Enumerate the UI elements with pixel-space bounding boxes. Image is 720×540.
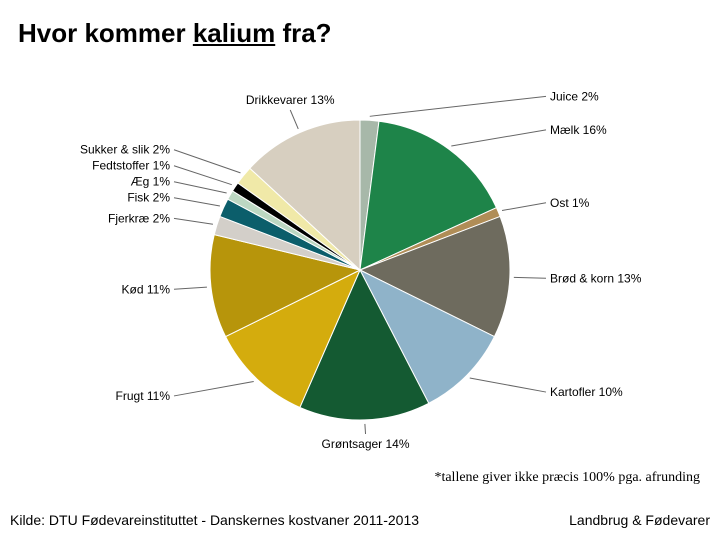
slice-label: Juice 2% — [550, 89, 599, 103]
source-text: Kilde: DTU Fødevareinstituttet - Dansker… — [10, 512, 419, 528]
slice-label: Frugt 11% — [116, 389, 171, 403]
leader-line — [470, 378, 546, 392]
slice-label: Kartofler 10% — [550, 385, 623, 399]
footnote: *tallene giver ikke præcis 100% pga. afr… — [434, 470, 700, 486]
title-underline: kalium — [193, 18, 275, 48]
slice-label: Kød 11% — [122, 282, 171, 296]
slice-label: Sukker & slik 2% — [80, 143, 170, 157]
title-post: fra? — [275, 18, 331, 48]
slice-label: Fjerkræ 2% — [108, 211, 170, 225]
page-title: Hvor kommer kalium fra? — [18, 18, 332, 49]
slice-label: Grøntsager 14% — [321, 437, 409, 451]
leader-line — [502, 203, 546, 211]
title-pre: Hvor kommer — [18, 18, 193, 48]
pie-chart: Juice 2% Mælk 16% Ost 1% Brød & korn 13% Kar… — [0, 60, 720, 460]
leader-line — [290, 110, 298, 129]
slice-label: Fedtstoffer 1% — [92, 159, 170, 173]
leader-line — [174, 198, 220, 206]
leader-line — [174, 287, 207, 289]
slice-label: Drikkevarer 13% — [246, 93, 335, 107]
slice-label: Mælk 16% — [550, 123, 607, 137]
slice-label: Brød & korn 13% — [550, 271, 642, 285]
leader-line — [370, 96, 546, 116]
leader-line — [174, 381, 254, 395]
organization-label: Landbrug & Fødevarer — [569, 512, 710, 528]
leader-line — [451, 130, 546, 146]
leader-line — [365, 424, 366, 434]
leader-line — [514, 277, 546, 278]
slice-label: Fisk 2% — [127, 191, 170, 205]
slice-label: Ost 1% — [550, 196, 590, 210]
slice-label: Æg 1% — [131, 175, 171, 189]
leader-line — [174, 166, 232, 185]
leader-line — [174, 218, 213, 224]
leader-line — [174, 182, 227, 193]
